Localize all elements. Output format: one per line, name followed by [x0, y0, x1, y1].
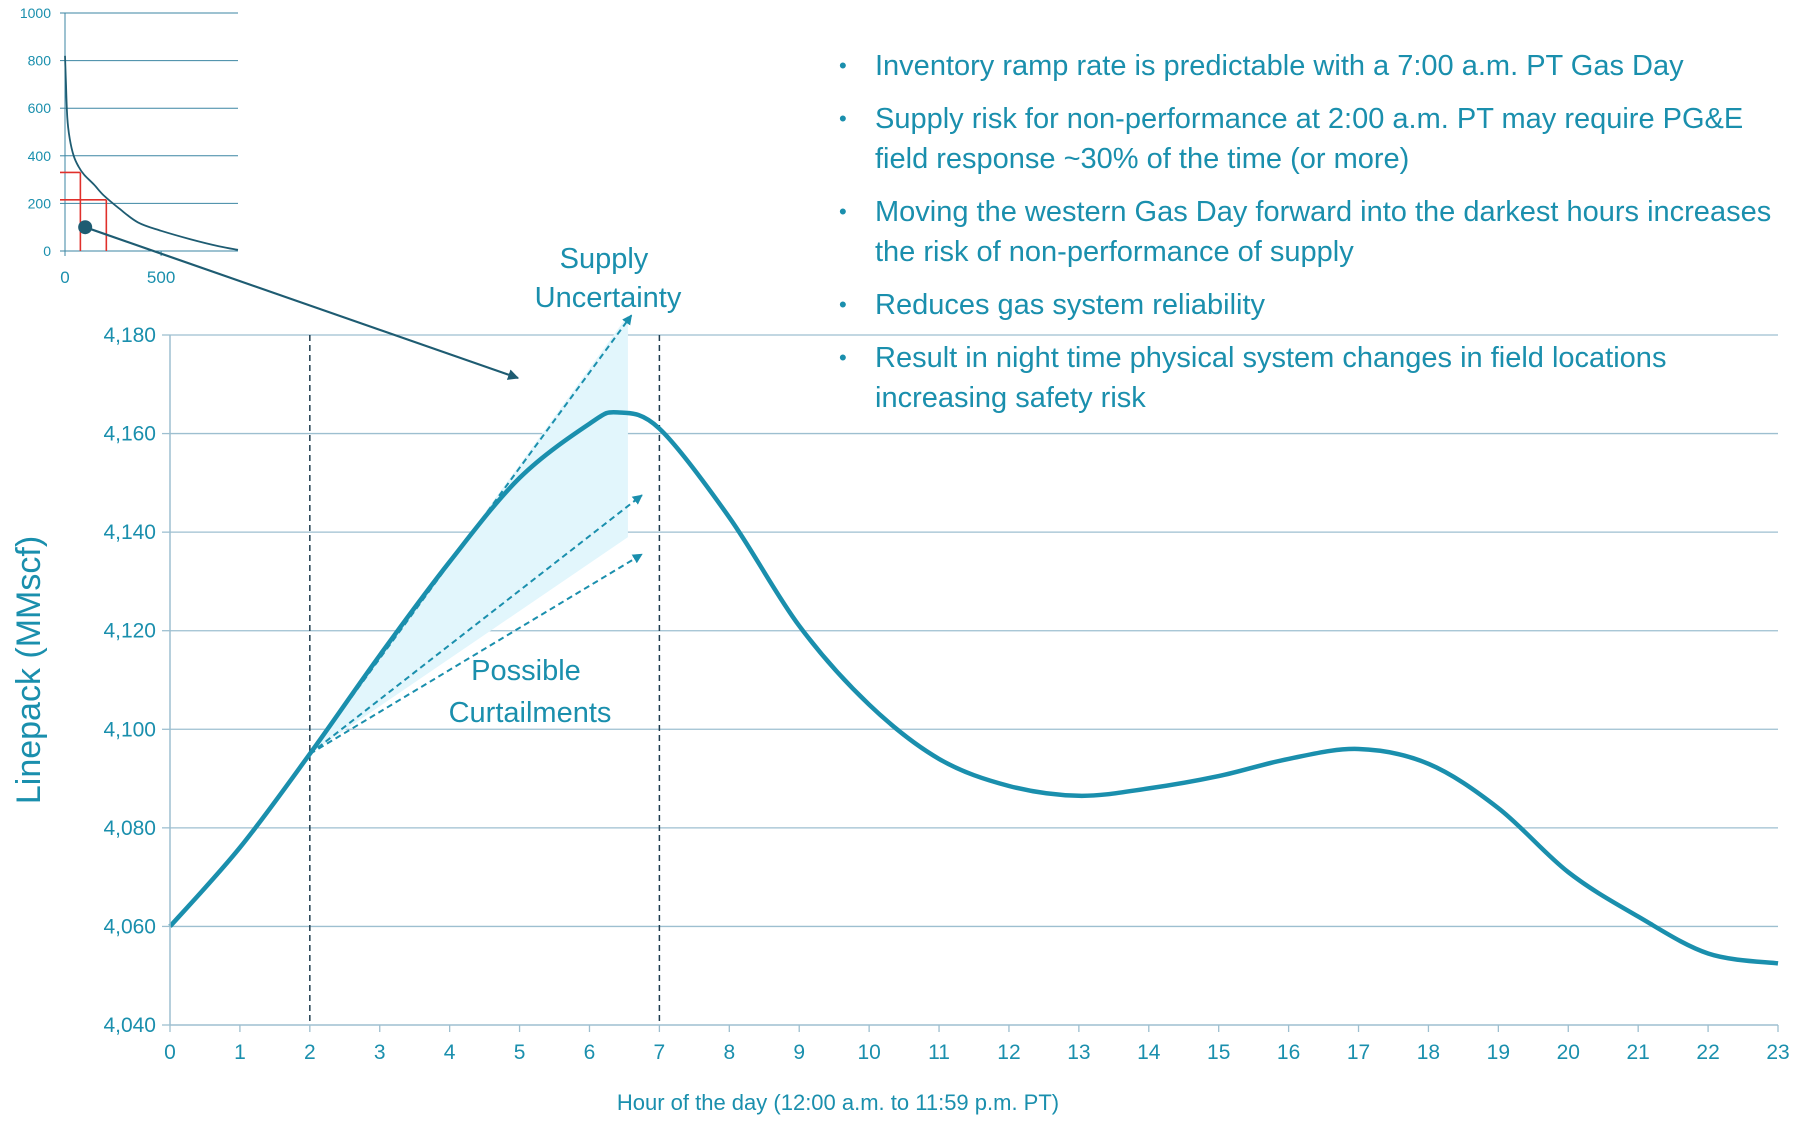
x-tick-label: 4: [444, 1041, 456, 1064]
supply-label-line-2: Uncertainty: [535, 282, 682, 314]
x-tick-label: 20: [1557, 1041, 1580, 1064]
y-tick-label: 4,100: [103, 718, 156, 741]
inset-y-tick-label: 200: [28, 195, 52, 211]
inset-series-line: [64, 55, 239, 251]
inset-callout-arrow: [84, 226, 520, 380]
x-tick-label: 16: [1277, 1041, 1300, 1064]
bullet-item: Supply risk for non-performance at 2:00 …: [839, 99, 1789, 179]
bullet-item: Inventory ramp rate is predictable with …: [839, 46, 1789, 86]
bullet-list: Inventory ramp rate is predictable with …: [839, 46, 1789, 431]
x-tick-label: 15: [1207, 1041, 1230, 1064]
y-tick-label: 4,080: [103, 817, 156, 840]
supply-uncertainty-label: Supply Uncertainty: [535, 243, 682, 314]
x-tick-label: 17: [1347, 1041, 1370, 1064]
inset-y-tick-label: 1000: [20, 5, 51, 21]
bullet-item: Reduces gas system reliability: [839, 285, 1789, 325]
y-tick-label: 4,120: [103, 620, 156, 643]
projection-arrow: [309, 553, 643, 755]
x-tick-label: 0: [164, 1041, 176, 1064]
x-tick-label: 19: [1487, 1041, 1510, 1064]
x-tick-label: 10: [857, 1041, 880, 1064]
inset-y-tick-label: 400: [28, 148, 52, 164]
supply-label-line-1: Supply: [560, 243, 649, 275]
y-tick-label: 4,180: [103, 324, 156, 347]
x-tick-label: 6: [584, 1041, 596, 1064]
y-tick-label: 4,060: [103, 915, 156, 938]
x-tick-label: 8: [723, 1041, 735, 1064]
x-tick-label: 1: [234, 1041, 246, 1064]
inset-chart: 0 200 400 600 800 1000 0 500: [20, 5, 520, 380]
x-axis-title: Hour of the day (12:00 a.m. to 11:59 p.m…: [617, 1090, 1059, 1115]
x-tick-label: 22: [1696, 1041, 1719, 1064]
x-tick-label: 3: [374, 1041, 386, 1064]
x-tick-label: 23: [1766, 1041, 1789, 1064]
x-tick-label: 2: [304, 1041, 316, 1064]
projection-arrow: [309, 494, 643, 755]
bullet-item: Moving the western Gas Day forward into …: [839, 192, 1789, 272]
inset-y-tick-label: 800: [28, 53, 52, 69]
x-tick-label: 11: [928, 1041, 950, 1064]
inset-x-tick-label: 500: [147, 268, 175, 287]
y-tick-label: 4,040: [103, 1014, 156, 1037]
y-tick-label: 4,140: [103, 521, 156, 544]
curtail-label-line-1: Possible: [471, 655, 581, 687]
curtail-label-line-2: Curtailments: [449, 697, 612, 729]
x-tick-label: 18: [1417, 1041, 1440, 1064]
y-axis-title: Linepack (MMscf): [10, 536, 48, 804]
x-tick-label: 12: [997, 1041, 1020, 1064]
projection-arrow: [309, 314, 633, 755]
x-tick-label: 14: [1137, 1041, 1161, 1064]
x-tick-label: 13: [1067, 1041, 1090, 1064]
possible-curtailments-label: Possible Curtailments: [449, 655, 612, 729]
y-tick-label: 4,160: [103, 423, 156, 446]
inset-y-tick-label: 0: [43, 243, 51, 259]
bullet-item: Result in night time physical system cha…: [839, 338, 1789, 418]
x-tick-label: 5: [514, 1041, 526, 1064]
x-tick-label: 21: [1626, 1041, 1649, 1064]
inset-y-tick-label: 600: [28, 100, 52, 116]
x-tick-label: 7: [654, 1041, 666, 1064]
linepack-series-line: [168, 409, 1779, 966]
x-tick-label: 9: [793, 1041, 805, 1064]
inset-x-tick-label: 0: [60, 268, 69, 287]
